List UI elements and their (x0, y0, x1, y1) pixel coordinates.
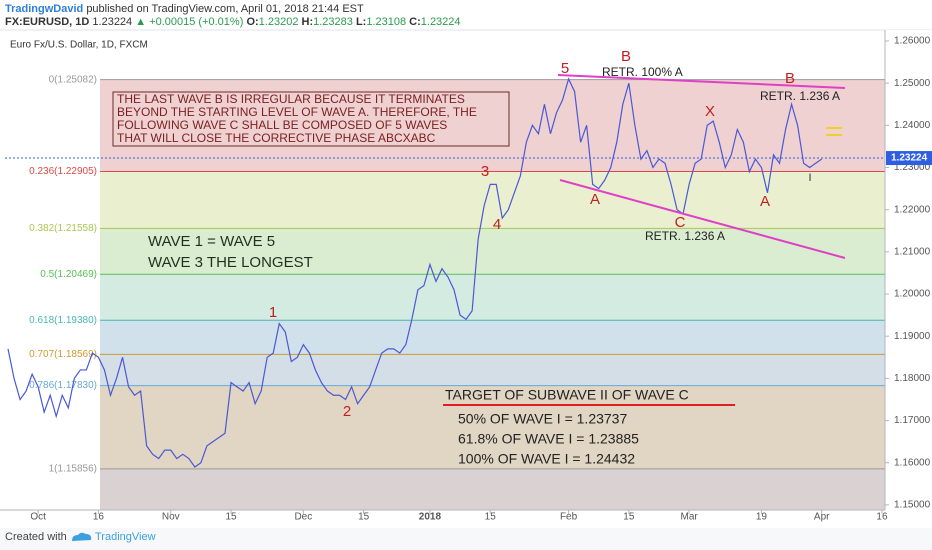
fib-band (100, 79, 885, 172)
wave-label: I (808, 172, 811, 184)
note-text: THE LAST WAVE B IS IRREGULAR BECAUSE IT … (117, 92, 465, 106)
target: 61.8% OF WAVE I = 1.23885 (458, 431, 639, 447)
last-price-label: 1.23224 (891, 153, 928, 164)
target: 50% OF WAVE I = 1.23737 (458, 411, 627, 427)
wave-label: 2 (343, 403, 351, 420)
y-tick-label: 1.24000 (894, 120, 931, 131)
symbol-line: FX:EURUSD, 1D 1.23224 ▲ +0.00015 (+0.01%… (5, 16, 461, 28)
target-title: TARGET OF SUBWAVE II OF WAVE C (445, 387, 689, 403)
wave-label: 4 (493, 216, 501, 233)
ohlc-label: H: (302, 16, 314, 28)
fib-band (100, 320, 885, 355)
y-tick-label: 1.20000 (894, 289, 931, 300)
retr-label: RETR. 1.236 A (760, 89, 840, 103)
fib-band (100, 354, 885, 386)
x-tick-label: 15 (358, 512, 370, 523)
fib-bands (100, 79, 885, 510)
fib-band (100, 274, 885, 321)
fib-band (100, 385, 885, 469)
footer-brand[interactable]: TradingView (95, 531, 156, 543)
logo (72, 532, 92, 541)
change: ▲ +0.00015 (+0.01%) (135, 16, 243, 28)
ohlc-value: 1.23202 (259, 16, 299, 28)
price-line (7, 77, 823, 468)
x-tick-label: Mar (680, 512, 698, 523)
target: 100% OF WAVE I = 1.24432 (458, 451, 635, 467)
plot: 0(1.25082) 0.236(1.22905) 0.382(1.21558) 0.… (5, 74, 885, 474)
fib-label: 0.382(1.21558) (29, 223, 97, 234)
fib-label: 0.236(1.22905) (29, 166, 97, 177)
y-tick-label: 1.19000 (894, 331, 931, 342)
x-tick-label: 16 (876, 512, 888, 523)
x-tick-label: Feb (560, 512, 578, 523)
y-tick-label: 1.21000 (894, 247, 931, 258)
symbol: FX:EURUSD, 1D (5, 16, 89, 28)
wave-label: A (590, 191, 600, 208)
y-tick-label: 1.22000 (894, 204, 931, 215)
wave-note: WAVE 1 = WAVE 5 (148, 233, 275, 250)
wave-label: 1 (269, 304, 277, 321)
ohlc-value: 1.23283 (313, 16, 353, 28)
legend: Euro Fx/U.S. Dollar, 1D, FXCM (10, 40, 148, 51)
wave-label: 3 (481, 163, 489, 180)
fib-label: 0.707(1.18569) (29, 349, 97, 360)
wave-label: C (675, 214, 686, 231)
ohlc-value: 1.23224 (421, 16, 461, 28)
x-tick-label: 16 (93, 512, 105, 523)
note-text: THAT WILL CLOSE THE CORRECTIVE PHASE ABC… (117, 131, 436, 145)
ohlc-label: C: (409, 16, 421, 28)
header-line: TradingwDavid published on TradingView.c… (5, 3, 364, 15)
fib-label: 1(1.15856) (49, 463, 97, 474)
wave-label: B (621, 48, 631, 65)
y-tick-label: 1.16000 (894, 457, 931, 468)
retr-label: RETR. 1.236 A (645, 229, 725, 243)
y-tick-label: 1.17000 (894, 415, 931, 426)
y-tick-label: 1.18000 (894, 373, 931, 384)
last-price-box (886, 151, 932, 166)
y-tick-label: 1.23000 (894, 162, 931, 173)
fib-label: 0(1.25082) (49, 74, 97, 85)
wave-label: A (760, 193, 770, 210)
x-tick-label: 15 (225, 512, 237, 523)
retr-label: RETR. 100% A (602, 65, 683, 79)
x-tick-label: 15 (623, 512, 635, 523)
trendline[interactable] (557, 74, 846, 89)
wave-label: 5 (561, 60, 569, 77)
x-tick-label: Oct (30, 512, 46, 523)
author[interactable]: TradingwDavid (5, 3, 83, 15)
ohlc-label: O: (246, 16, 258, 28)
x-tick-label: Nov (162, 512, 180, 523)
footer-text: Created with (5, 531, 67, 543)
x-tick-label: 19 (756, 512, 768, 523)
wave-label: B (785, 70, 795, 87)
note-box[interactable] (112, 91, 510, 147)
footer (0, 528, 932, 550)
x-tick-label: 2018 (419, 512, 442, 523)
price-axis (885, 30, 932, 528)
fib-label: 0.618(1.19380) (29, 315, 97, 326)
x-tick-label: 15 (485, 512, 497, 523)
fib-band (100, 228, 885, 275)
ohlc-label: L: (356, 16, 366, 28)
fib-band (100, 468, 885, 510)
y-tick-label: 1.25000 (894, 78, 931, 89)
published: published on TradingView.com, April 01, … (86, 3, 364, 15)
trendline[interactable] (559, 179, 846, 259)
note-text: BEYOND THE STARTING LEVEL OF WAVE A. THE… (117, 105, 477, 119)
price: 1.23224 (92, 16, 132, 28)
y-tick-label: 1.26000 (894, 36, 931, 47)
note-text: FOLLOWING WAVE C SHALL BE COMPOSED OF 5 … (117, 118, 447, 132)
axes: 1.26000 1.25000 1.24000 1.23000 1.22000 1.210… (30, 36, 932, 523)
fib-label: 0.786(1.17830) (29, 380, 97, 391)
fib-band (100, 171, 885, 229)
x-tick-label: Apr (814, 512, 830, 523)
wave-note: WAVE 3 THE LONGEST (148, 254, 313, 271)
wave-label: X (705, 103, 715, 120)
x-tick-label: Dec (294, 512, 312, 523)
y-tick-label: 1.15000 (894, 500, 931, 511)
ohlc-value: 1.23108 (366, 16, 406, 28)
fib-label: 0.5(1.20469) (40, 269, 97, 280)
